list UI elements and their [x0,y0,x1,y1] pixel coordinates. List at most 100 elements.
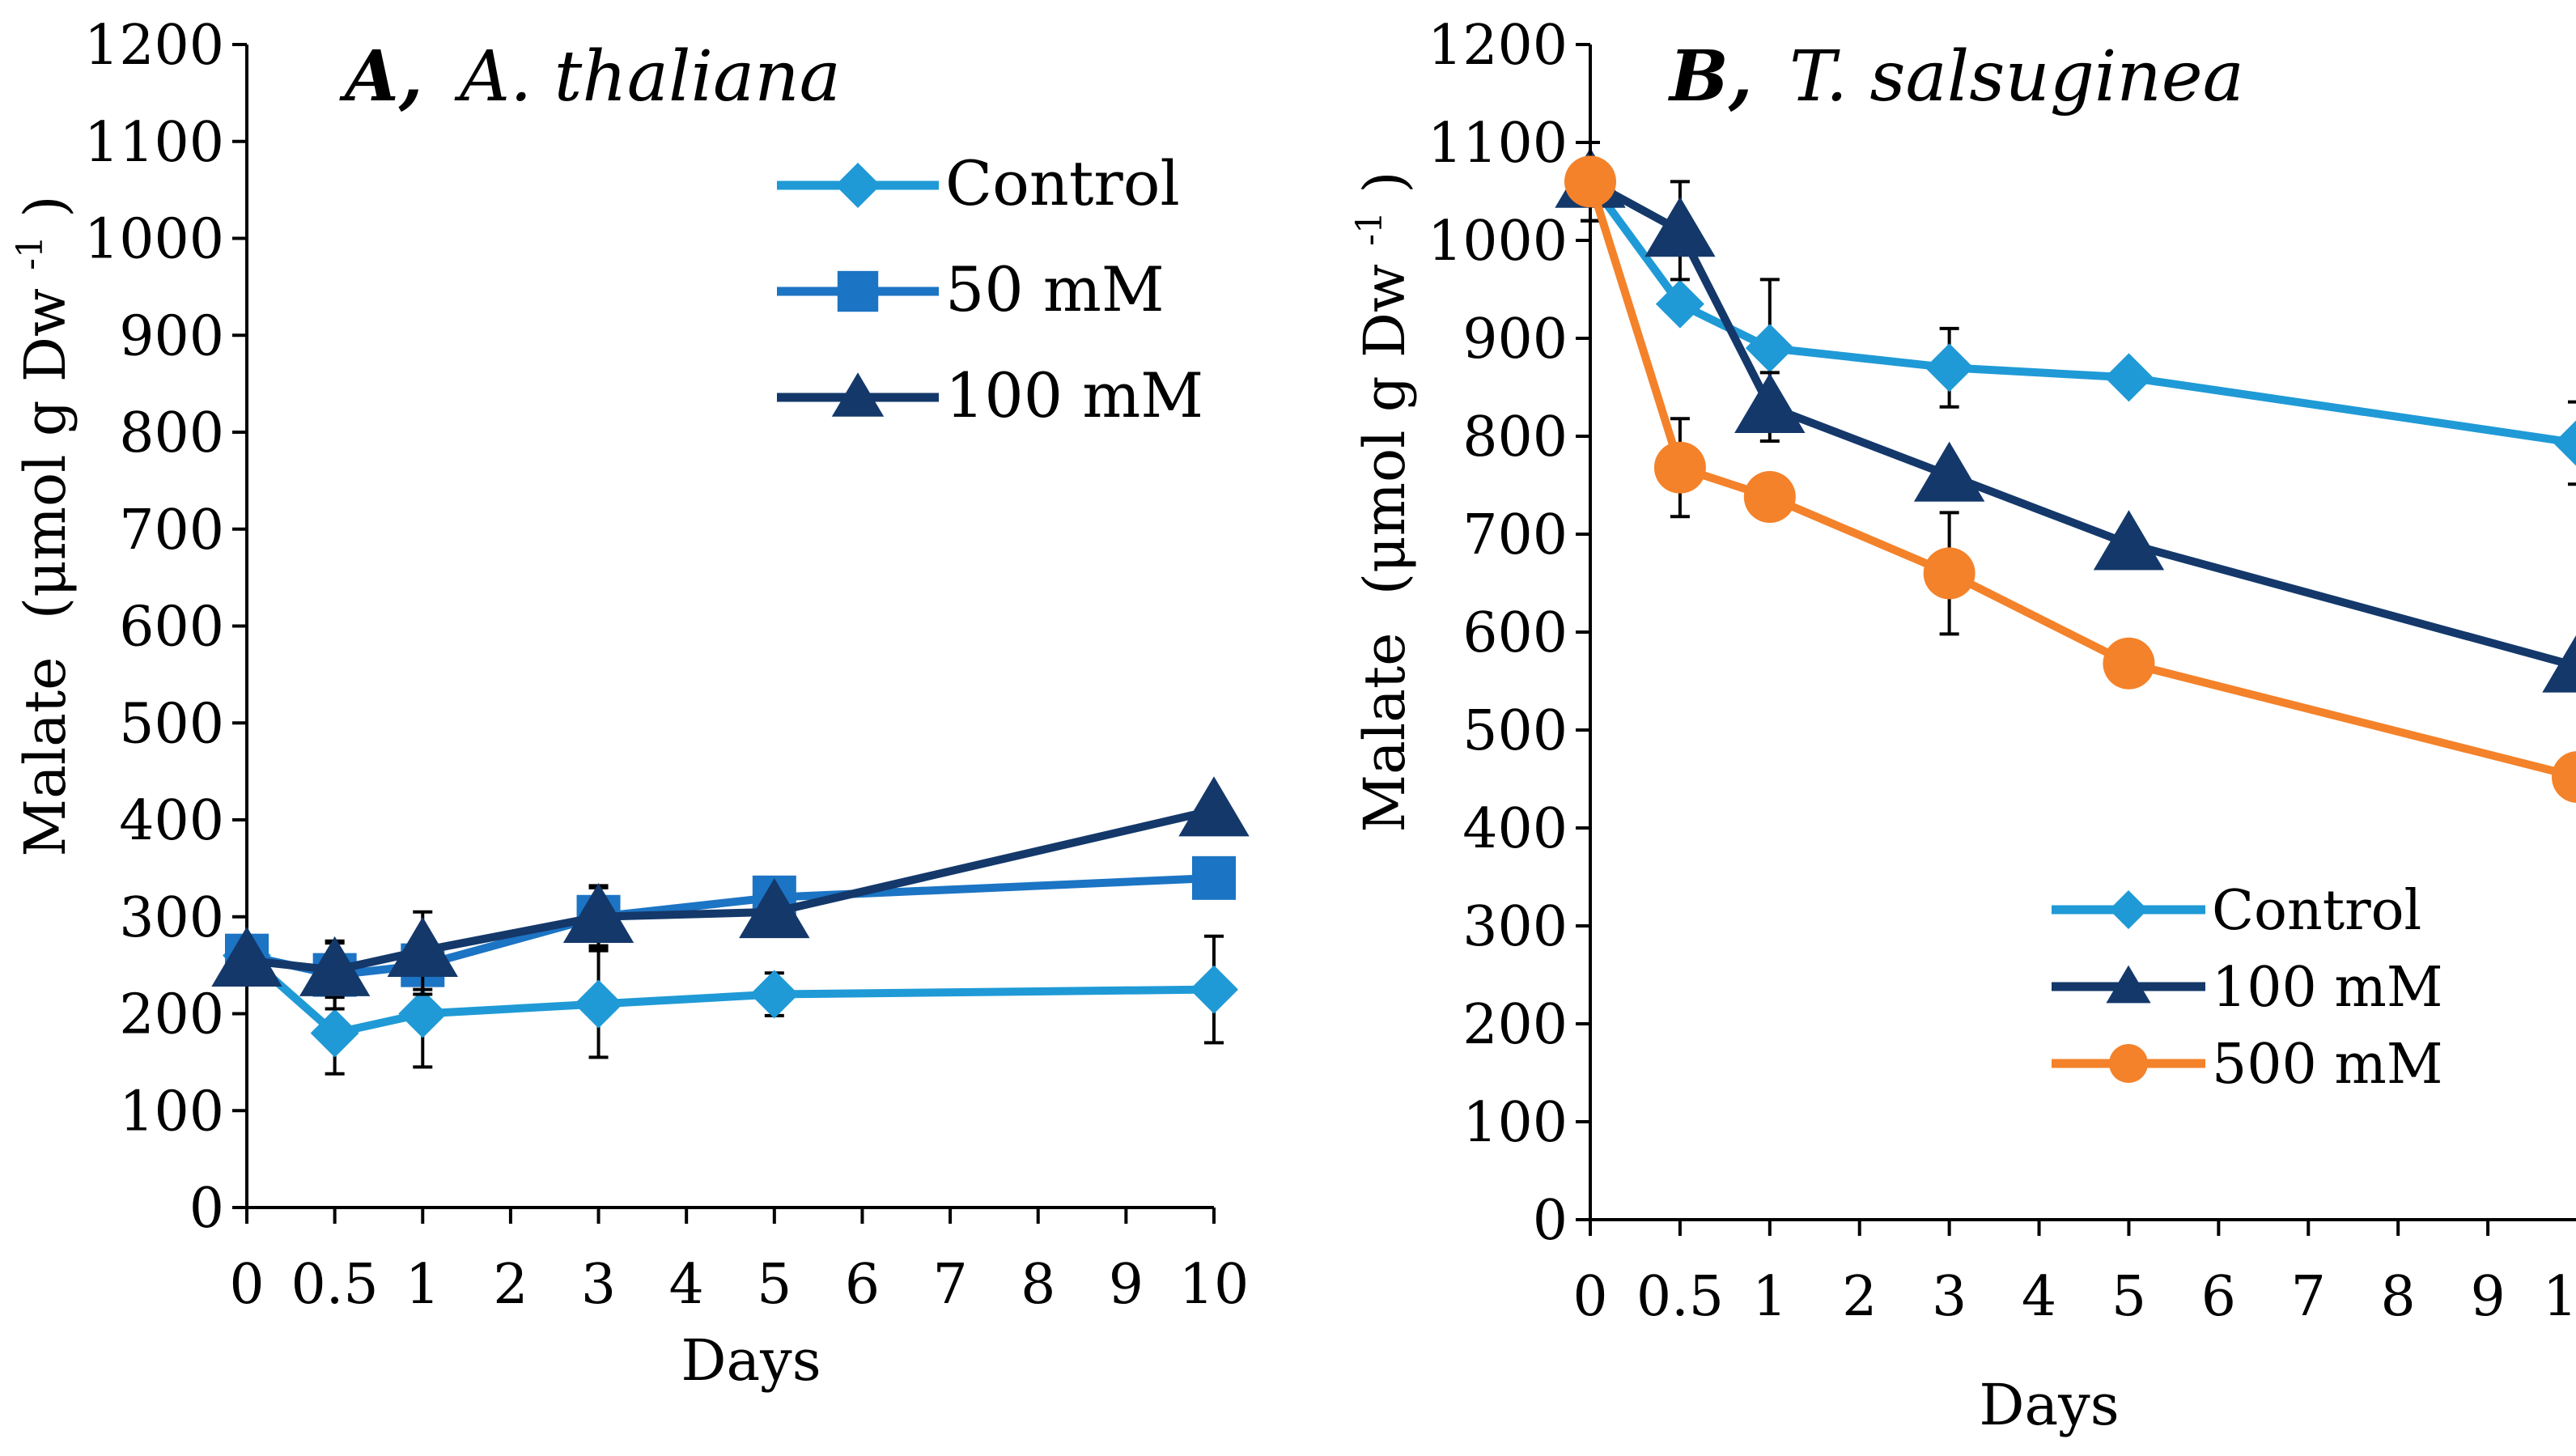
panel-b-series-500-mm-line [1586,180,2576,781]
panel-b-y-axis-label-close: ) [1352,171,1418,193]
panel-a-plot-area [211,776,1250,1076]
panel-b-legend-marker [2106,965,2151,1004]
panel-b-legend-label: 100 mM [2212,956,2443,1020]
panel-b-series-500-mm-point [1743,471,1796,524]
panel-b-plot-area [1555,141,2576,804]
panel-b-y-tick-label: 1100 [1428,112,1568,176]
panel-b-title-letter: B, [1667,36,1753,117]
panel-a-y-axis-label-name: Malate [12,656,79,856]
panel-a-series-100-mm-point [387,916,458,977]
panel-b-legend-item: 100 mM [2052,956,2443,1020]
panel-b-x-tick-label: 3 [1932,1265,1967,1329]
panel-a-legend-label: 50 mM [945,253,1165,325]
panel-a-series-control-point [1190,965,1238,1014]
panel-b-series-control-error-bar [2568,400,2576,486]
panel-a-legend-item: 50 mM [777,253,1165,325]
panel-b-series-500-mm-point [2103,637,2155,690]
panel-a-x-tick-label: 2 [493,1253,528,1317]
panel-a-x-tick-label: 0.5 [291,1253,379,1317]
panel-a-y-tick-label: 200 [119,983,224,1047]
panel-b-y-tick-label: 200 [1462,993,1568,1057]
panel-a-y-tick-label: 300 [119,886,224,950]
panel-a-y-tick-label: 400 [119,789,224,853]
panel-a-axes: 0100200300400500600700800900100011001200… [84,14,1249,1317]
panel-a-x-tick-label: 9 [1109,1253,1144,1317]
panel-a-series-100-mm-point [562,882,634,944]
panel-b-x-tick-label: 0 [1572,1265,1607,1329]
panel-b-x-tick-label: 9 [2470,1265,2505,1329]
panel-b-legend-item: 500 mM [2052,1033,2443,1097]
panel-a-title-letter: A, [339,36,423,117]
panel-a-legend-label: Control [945,147,1180,219]
panel-b-y-axis-label-exponent: -1 [1349,211,1390,246]
panel-a-y-tick-label: 100 [119,1080,224,1144]
panel-b-legend-item: Control [2052,879,2421,943]
panel-a-x-tick-label: 4 [669,1253,704,1317]
panel-b-title-species: T. salsuginea [1789,36,2244,117]
panel-a-legend-marker [835,163,881,208]
panel-b-x-tick-label: 8 [2381,1265,2416,1329]
panel-a-legend-marker [837,270,879,312]
panel-b-legend-marker [2109,1044,2148,1083]
panel-a-x-axis-label: Days [681,1327,821,1394]
panel-a-legend: Control 50 mM 100 mM [777,147,1203,431]
panel-b-series-100-mm-point [2542,635,2576,693]
panel-b-series-500-mm-point [1923,547,1975,600]
panel-a-x-tick-label: 10 [1179,1253,1250,1317]
panel-b-legend-marker [2109,890,2148,929]
panel-a-series-control-point [574,979,623,1029]
panel-b-y-tick-label: 500 [1462,699,1568,763]
panel-a-x-tick-label: 0 [229,1253,264,1317]
panel-a-title-species: A. thaliana [454,36,841,117]
panel-b-legend-label: 500 mM [2212,1033,2443,1097]
panel-a-y-tick-label: 500 [119,692,224,756]
panel-a-y-tick-label: 800 [119,401,224,465]
panel-b-series-100-mm-point [1913,441,1985,502]
panel-a-y-tick-label: 1100 [84,111,224,175]
panel-a-series-control-point [749,970,799,1019]
panel-b-series-control-point [1745,324,1794,373]
panel-b-x-tick-label: 10 [2543,1265,2576,1329]
panel-a-y-axis-label-exponent: -1 [10,236,51,270]
panel-b-x-axis-label: Days [1979,1372,2119,1438]
panel-a-y-tick-label: 0 [189,1177,224,1241]
panel-a-y-tick-label: 600 [119,596,224,660]
panel-b-x-tick-label: 6 [2201,1265,2236,1329]
panel-a-x-tick-label: 6 [845,1253,880,1317]
panel-b-series-control-point [2553,420,2576,466]
panel-a-series-control-point [310,1008,359,1058]
panel-b-y-tick-label: 0 [1533,1189,1568,1253]
panel-a-series-control-point [398,989,448,1038]
panel-b-series-100-mm-point [2093,510,2165,571]
panel-b-series-control-point [2104,353,2154,402]
panel-a-series-100-mm-point [739,877,810,939]
panel-b-series-control-point [1655,279,1704,329]
panel-a-x-tick-label: 7 [932,1253,967,1317]
panel-b-title: B, T. salsuginea [1667,36,2244,117]
panel-b-x-tick-label: 2 [1842,1265,1877,1329]
panel-b-y-tick-label: 100 [1462,1091,1568,1155]
panel-a-series-100-mm-point [211,926,282,987]
panel-a-series-100-mm-line [246,806,1216,974]
panel-a-x-tick-label: 8 [1021,1253,1055,1317]
panel-b-series-500-mm-point [2552,751,2576,804]
panel-a-y-axis-label-close: ) [12,195,79,217]
panel-b-x-tick-label: 5 [2111,1265,2146,1329]
panel-b-series-control-line [1586,179,2576,448]
panel-a-series-100-mm-point [299,936,371,996]
panel-b-axes: 0100200300400500600700800900100011001200… [1428,14,2576,1329]
panel-a-y-tick-label: 900 [119,304,224,368]
panel-b-y-tick-label: 600 [1462,601,1568,665]
panel-b-y-tick-label: 300 [1462,895,1568,959]
panel-a-series-100-mm-point [1178,776,1250,837]
panel-b-y-tick-label: 700 [1462,503,1568,567]
panel-a-y-axis-label-unit: (μmol g Dw [12,288,79,619]
panel-a-series-50-mm-point [1192,855,1236,900]
panel-a-y-tick-label: 1200 [84,14,224,78]
panel-b-series-500-mm-point [1564,155,1616,208]
panel-b-y-tick-label: 800 [1462,405,1568,469]
panel-b-y-axis-label-name: Malate [1352,632,1418,832]
panel-b-series-control-point [1925,343,1974,393]
panel-b-series-500-mm-point [1653,441,1706,494]
